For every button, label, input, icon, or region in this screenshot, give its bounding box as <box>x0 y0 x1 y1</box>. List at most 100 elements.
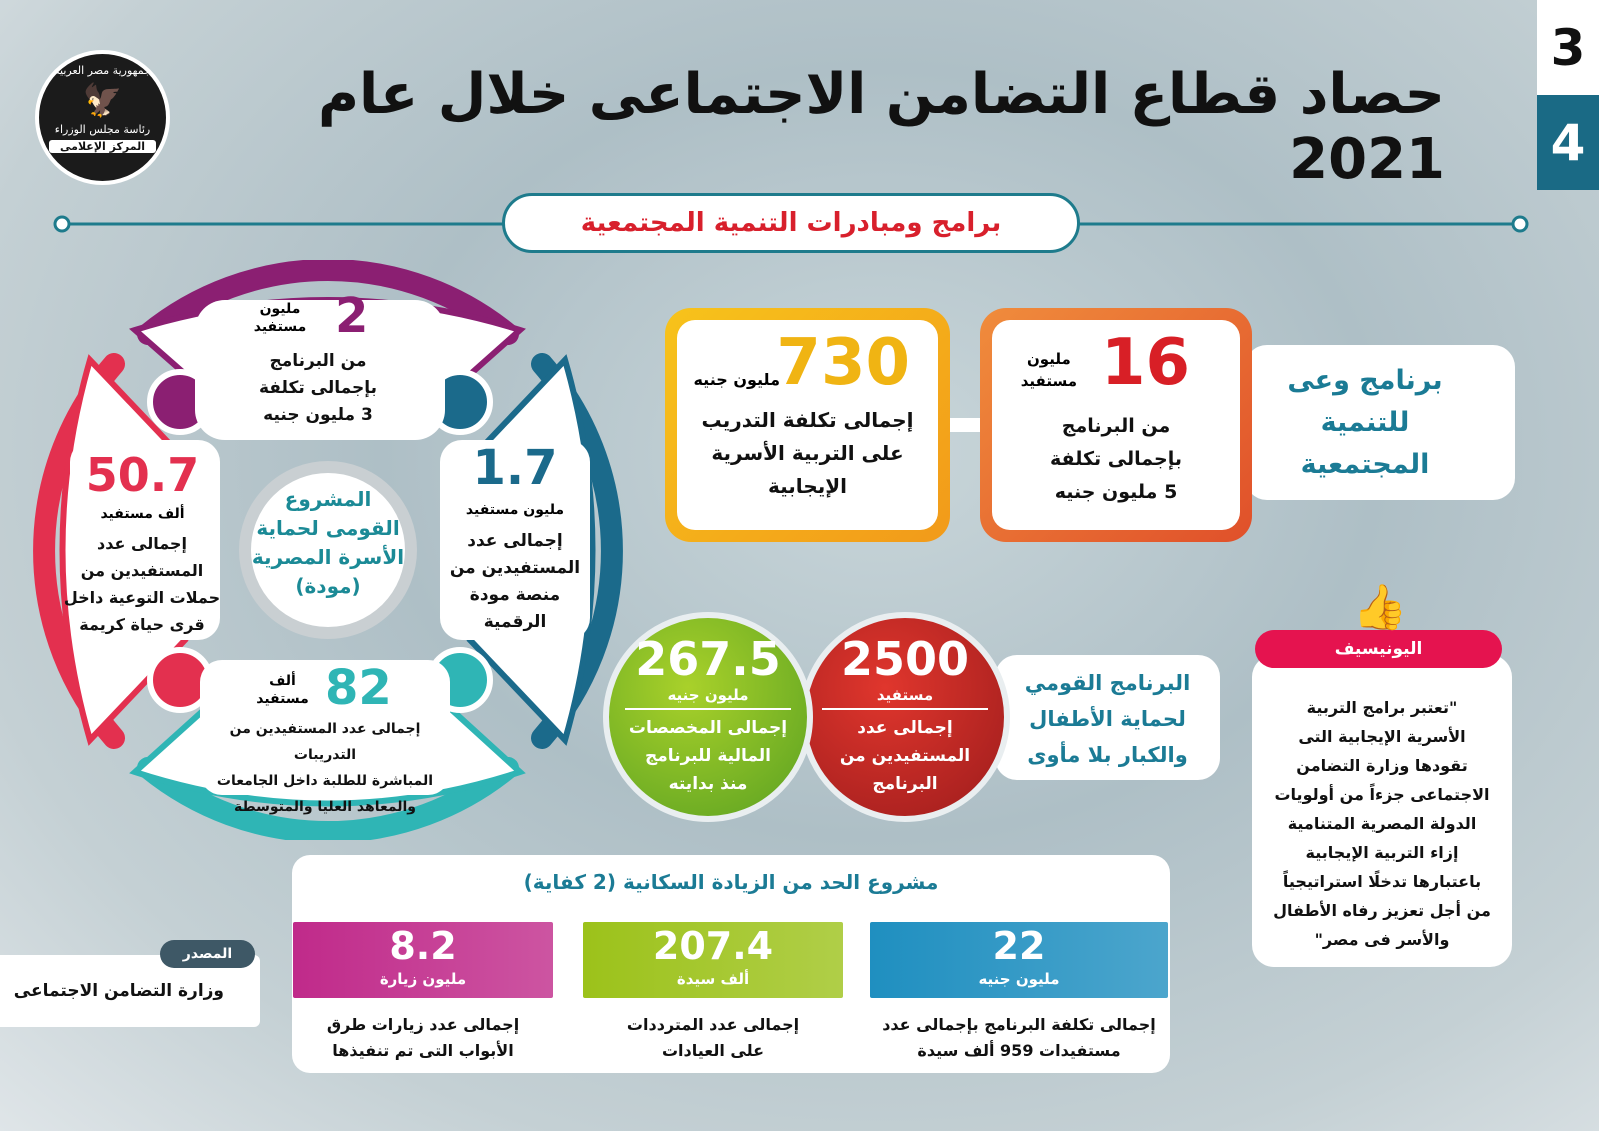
unit: مليون جنيه <box>693 370 780 389</box>
value: 730 <box>776 326 910 400</box>
mawadda-bottom-unit: ألف مستفيد <box>250 672 315 708</box>
text-line: إجمالى عدد <box>857 718 953 738</box>
text-line: من البرنامج <box>269 351 367 371</box>
value: 267.5 <box>635 632 781 686</box>
page-number-current: 3 <box>1537 0 1599 95</box>
text-line: منصة مودة <box>469 585 561 605</box>
mawadda-left-unit: ألف مستفيد <box>100 506 185 522</box>
text-line: البرنامج <box>872 774 938 794</box>
kefaya-stat-caption: إجمالى عدد المترددات على العيادات <box>583 1012 843 1064</box>
quote-line: تقودها وزارة التضامن <box>1296 756 1468 775</box>
text-line: إجمالى تكلفة التدريب <box>701 408 914 432</box>
homeless-budget-circle: 267.5 مليون جنيه إجمالى المخصصات المالية … <box>603 612 813 822</box>
mawadda-left-text: إجمالى عدد المستفيدين من حملات التوعية داخ… <box>62 530 222 638</box>
text-line: إجمالى عدد <box>97 534 187 553</box>
quote-line: الأسرية الإيجابية التى <box>1298 727 1466 746</box>
text-line: إجمالى المخصصات <box>628 718 788 738</box>
text: إجمالى المخصصات المالية للبرنامج منذ بدايت… <box>609 714 807 798</box>
unit-line: ألف <box>269 673 296 689</box>
mawadda-right-panel <box>440 440 590 640</box>
quote-line: من أجل تعزيز رفاه الأطفال <box>1273 901 1491 920</box>
text-line: والمعاهد العليا والمتوسطة <box>233 799 417 815</box>
unit-line: مليون <box>259 301 301 317</box>
mawadda-title-line: المشروع <box>284 487 372 511</box>
mawadda-center-circle <box>243 465 413 635</box>
unicef-label: اليونيسيف <box>1255 630 1502 668</box>
value: 8.2 <box>389 924 457 968</box>
unit: مليون زيارة <box>379 970 467 988</box>
label-line: المجتمعية <box>1300 449 1430 480</box>
mawadda-bottom-panel <box>200 660 450 795</box>
unicef-quote-card: "تعتبر برامج التربية الأسرية الإيجابية ال… <box>1252 655 1512 967</box>
value: 207.4 <box>652 924 774 968</box>
value: 22 <box>992 924 1046 968</box>
text-line: المباشرة للطلبة داخل الجامعات <box>216 773 434 789</box>
kefaya-stat-bar: 22 مليون جنيه <box>870 922 1168 998</box>
unit: مليون مستفيد <box>1021 348 1077 392</box>
mawadda-title-line: القومى لحماية <box>256 516 400 540</box>
mawadda-bottom-value: 82 <box>325 660 392 716</box>
unit: مستفيد <box>822 686 988 710</box>
caption-line: إجمالى تكلفة البرنامج بإجمالى عدد <box>882 1015 1156 1034</box>
mawadda-title: المشروع القومى لحماية الأسرة المصرية (مو… <box>243 485 413 601</box>
unit-line: مستفيد <box>256 691 309 707</box>
text-line: حملات التوعية داخل <box>63 588 221 607</box>
waey-program-label: برنامج وعى للتنمية المجتمعية <box>1245 345 1515 500</box>
logo-text: المركز الإعلامى <box>49 140 156 153</box>
text-line: الإيجابية <box>768 474 847 498</box>
text-line: بإجمالى تكلفة <box>258 378 378 398</box>
section-title: برامج ومبادرات التنمية المجتمعية <box>502 193 1080 253</box>
unit: مليون جنيه <box>978 970 1060 988</box>
unit-line: مليون <box>1026 350 1071 368</box>
homeless-program-label: البرنامج القومي لحماية الأطفال والكبار بلا… <box>995 655 1220 780</box>
unit-line: مستفيد <box>1020 372 1077 390</box>
text-line: قرى حياة كريمة <box>79 615 205 634</box>
media-center-logo: جمهورية مصر العربية 🦅 رئاسة مجلس الوزراء… <box>35 50 170 185</box>
text-line: بإجمالى تكلفة <box>1050 448 1182 470</box>
text-line: المستفيدين من <box>80 561 204 580</box>
mawadda-bottom-text: إجمالى عدد المستفيدين من التدريبات المباش… <box>200 716 450 820</box>
text-line: 5 مليون جنيه <box>1054 481 1178 503</box>
label-line: والكبار بلا مأوى <box>1027 743 1188 767</box>
source-value: وزارة التضامن الاجتماعى <box>13 981 224 1001</box>
mawadda-top-unit: مليون مستفيد <box>245 300 315 336</box>
quote-line: "تعتبر برامج التربية <box>1306 698 1458 717</box>
caption-line: مستفيدات 959 ألف سيدة <box>917 1041 1121 1060</box>
page-number-total: 4 <box>1537 95 1599 190</box>
logo-text: جمهورية مصر العربية <box>54 64 151 77</box>
label-line: برنامج وعى <box>1287 365 1443 396</box>
mawadda-title-line: الأسرة المصرية <box>251 545 405 569</box>
label-line: لحماية الأطفال <box>1029 707 1186 731</box>
logo-text: رئاسة مجلس الوزراء <box>54 123 151 136</box>
value: 2500 <box>840 632 970 686</box>
text-line: الرقمية <box>483 612 547 632</box>
mawadda-top-text: من البرنامج بإجمالى تكلفة 3 مليون جنيه <box>218 348 418 429</box>
text: إجمالى عدد المستفيدين من البرنامج <box>806 714 1004 798</box>
caption-line: على العيادات <box>661 1041 765 1060</box>
quote-line: الدولة المصرية المتنامية <box>1287 814 1477 833</box>
text-line: المستفيدين من <box>839 746 971 766</box>
mawadda-left-value: 50.7 <box>85 448 200 502</box>
source-label: المصدر <box>160 940 255 968</box>
quote-line: باعتبارها تدخلًا استراتيجياً <box>1282 872 1482 891</box>
label-line: البرنامج القومي <box>1024 671 1191 695</box>
text: من البرنامج بإجمالى تكلفة 5 مليون جنيه <box>992 410 1240 509</box>
text-line: من البرنامج <box>1061 415 1171 437</box>
text-line: على التربية الأسرية <box>711 441 904 465</box>
connector <box>940 418 990 432</box>
mawadda-top-panel <box>195 300 445 440</box>
kefaya-title: مشروع الحد من الزيادة السكانية (2 كفاية) <box>523 870 939 894</box>
unit: ألف سيدة <box>676 970 750 988</box>
text-line: إجمالى عدد <box>467 531 563 551</box>
mawadda-right-text: إجمالى عدد المستفيدين من منصة مودة الرقمية <box>440 528 590 636</box>
text-line: المستفيدين من <box>449 558 581 578</box>
caption-line: الأبواب التى تم تنفيذها <box>332 1041 514 1060</box>
quote-line: إزاء التربية الإيجابية <box>1305 843 1459 862</box>
quote-line: الاجتماعى جزءاً من أولويات <box>1274 785 1490 804</box>
waey-cost-card: 730 مليون جنيه إجمالى تكلفة التدريب على ا… <box>665 308 950 542</box>
caption-line: إجمالى عدد زيارات طرق <box>326 1015 520 1034</box>
mawadda-left-panel <box>70 440 220 640</box>
mawadda-title-line: (مودة) <box>295 574 361 598</box>
mawadda-right-unit: مليون مستفيد <box>465 502 565 518</box>
text: إجمالى تكلفة التدريب على التربية الأسرية ا… <box>677 404 938 503</box>
